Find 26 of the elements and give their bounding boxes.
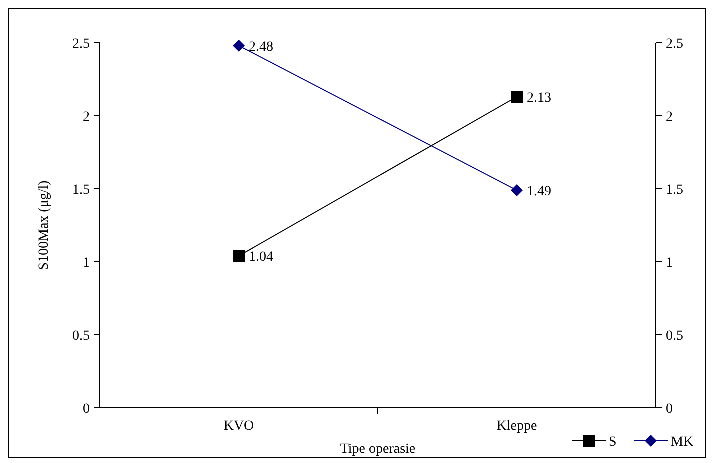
y2-tick-label: 1 [666, 256, 673, 271]
y-tick-label: 2.5 [72, 37, 90, 52]
y-tick-label: 1.5 [72, 183, 90, 198]
y-axis-title: S100Max (μg/l) [37, 180, 52, 270]
legend-label: S [609, 435, 617, 450]
y2-tick-label: 2.5 [666, 37, 684, 52]
y-tick-label: 0 [83, 402, 90, 417]
point [511, 91, 523, 104]
y2-tick-label: 2 [666, 110, 673, 125]
y-tick-label: 0.5 [72, 329, 90, 344]
legend-label: MK [671, 435, 694, 450]
point [511, 184, 523, 196]
y-tick-label: 2 [83, 110, 90, 125]
data-label: 2.48 [249, 40, 274, 55]
y2-tick-label: 0.5 [666, 329, 684, 344]
point [233, 40, 245, 52]
point [233, 250, 245, 262]
y2-tick-label: 0 [666, 402, 673, 417]
data-label: 1.04 [249, 250, 274, 266]
x-axis-title: Tipe operasie [340, 442, 416, 457]
x-tick-label: KVO [224, 419, 254, 434]
y2-tick-label: 1.5 [666, 183, 684, 198]
data-label: 1.49 [527, 184, 552, 200]
data-label: 2.13 [527, 91, 552, 106]
x-tick-label: Kleppe [496, 419, 538, 434]
y-tick-label: 1 [83, 256, 90, 271]
